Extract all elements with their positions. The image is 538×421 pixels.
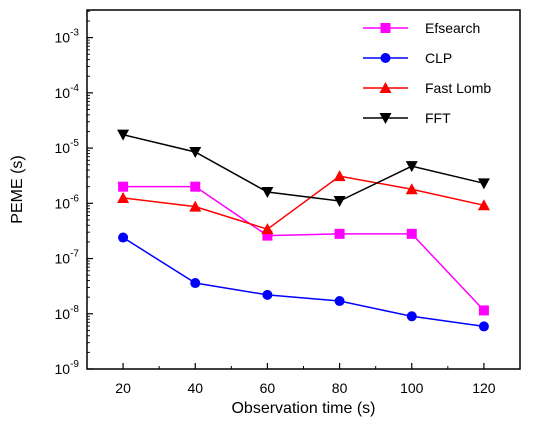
x-axis-title: Observation time (s): [231, 400, 375, 417]
axes-group: 20 40 60 80 100 120 10-9 10-8 10-7 10-6 10-5 10-4 10…: [55, 9, 521, 396]
plot-frame: [86, 9, 521, 370]
data-point-fft: [333, 196, 346, 208]
y-axis-title: PEME (s): [9, 155, 26, 223]
legend-label-fft: FFT: [425, 110, 451, 126]
data-point-clp: [262, 289, 273, 300]
y-tick-label: 10-4: [55, 83, 80, 101]
legend-marker-clp: [380, 53, 391, 63]
data-point-efsearch: [334, 228, 345, 239]
y-tick-label: 10-7: [55, 249, 80, 267]
x-tick-label: 40: [187, 380, 203, 396]
series-line-fft: [122, 133, 485, 202]
legend-marker-fast-lomb: [379, 82, 392, 93]
legend-label-clp: CLP: [425, 50, 452, 66]
data-point-clp: [406, 311, 417, 322]
data-point-efsearch: [262, 230, 273, 241]
series-line-efsearch: [123, 185, 485, 311]
legend-marker-efsearch: [380, 23, 391, 33]
data-point-fast-lomb: [189, 200, 202, 212]
data-point-fft: [405, 161, 418, 173]
data-point-fast-lomb: [117, 191, 130, 203]
data-point-fft: [117, 129, 130, 141]
data-point-clp: [478, 321, 489, 332]
data-point-clp: [334, 296, 345, 307]
data-point-clp: [118, 232, 129, 243]
data-point-efsearch: [190, 181, 201, 192]
legend-label-efsearch: Efsearch: [425, 20, 480, 36]
data-point-fast-lomb: [333, 170, 346, 182]
series-group: [117, 129, 490, 332]
series-line-fast-lomb: [122, 175, 485, 231]
data-point-fft: [189, 146, 202, 158]
y-tick-label: 10-3: [55, 28, 80, 46]
data-point-efsearch: [118, 181, 129, 192]
data-point-fft: [477, 178, 490, 190]
y-tick-label: 10-6: [55, 193, 80, 211]
series-line-clp: [122, 236, 485, 328]
y-tick-label: 10-5: [55, 138, 80, 156]
x-tick-label: 100: [400, 380, 424, 396]
legend-label-fast-lomb: Fast Lomb: [425, 80, 491, 96]
data-point-fast-lomb: [477, 199, 490, 211]
legend: Efsearch CLP Fast Lomb FFT: [363, 20, 491, 126]
y-tick-label: 10-9: [55, 359, 80, 377]
data-point-efsearch: [406, 228, 417, 239]
x-tick-label: 60: [260, 380, 276, 396]
legend-marker-fft: [379, 113, 392, 124]
x-tick-label: 120: [472, 380, 496, 396]
x-tick-label: 80: [332, 380, 348, 396]
x-tick-label: 20: [115, 380, 131, 396]
data-point-clp: [190, 278, 201, 289]
data-point-fast-lomb: [405, 183, 418, 195]
data-point-fast-lomb: [261, 223, 274, 235]
y-tick-label: 10-8: [55, 304, 80, 322]
data-point-fft: [261, 187, 274, 199]
data-point-efsearch: [478, 305, 489, 316]
